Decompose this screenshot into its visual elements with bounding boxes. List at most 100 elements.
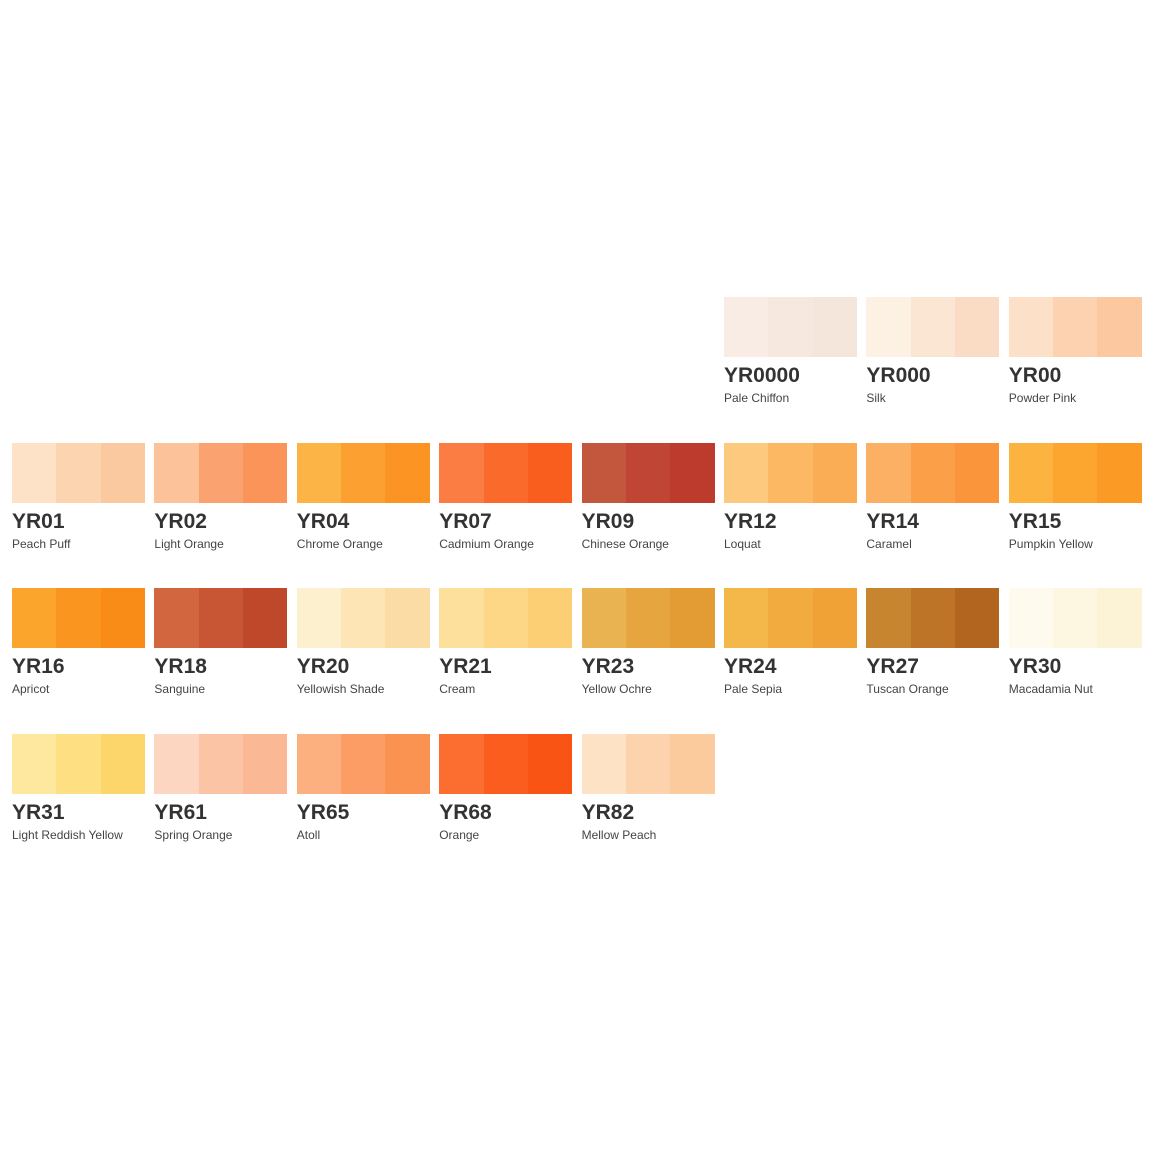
swatch: YR02 Light Orange xyxy=(154,442,288,552)
swatch: YR16 Apricot xyxy=(12,588,145,697)
swatch-code: YR18 xyxy=(154,655,207,679)
swatch: YR20 Yellowish Shade xyxy=(296,588,430,697)
chip-tone xyxy=(296,588,342,649)
chip-tone xyxy=(866,442,911,503)
color-chip xyxy=(439,442,573,503)
color-chip xyxy=(866,442,1000,503)
chip-tone xyxy=(12,588,57,649)
chip-tone xyxy=(625,733,671,794)
color-chip xyxy=(866,297,1000,357)
swatch-name: Silk xyxy=(866,391,886,405)
swatch-code: YR65 xyxy=(296,800,350,824)
chip-tone xyxy=(768,442,813,503)
swatch: YR12 Loquat xyxy=(724,442,857,552)
swatch: YR14 Caramel xyxy=(866,442,1000,552)
chip-tone xyxy=(670,733,715,794)
swatch-name: Pale Chiffon xyxy=(724,391,790,405)
chip-tone xyxy=(483,733,528,794)
swatch-name: Powder Pink xyxy=(1008,391,1077,405)
swatch-name: Spring Orange xyxy=(154,827,233,842)
chip-tone xyxy=(56,733,101,794)
swatch-name: Light Reddish Yellow xyxy=(12,827,123,842)
chip-tone xyxy=(56,442,101,503)
chip-tone xyxy=(812,588,857,649)
swatch: YR04 Chrome Orange xyxy=(296,442,430,552)
chip-tone xyxy=(1097,588,1142,649)
chip-tone xyxy=(100,588,145,649)
chip-tone xyxy=(296,442,342,503)
color-chip xyxy=(581,442,715,503)
swatch-name: Caramel xyxy=(866,536,912,551)
chip-tone xyxy=(100,442,145,503)
swatch-name: Pale Sepia xyxy=(724,682,783,697)
swatch: YR24 Pale Sepia xyxy=(724,588,857,697)
chip-tone xyxy=(385,442,430,503)
chip-tone xyxy=(1008,588,1054,649)
swatch-code: YR000 xyxy=(866,364,931,387)
swatch: YR0000 Pale Chiffon xyxy=(724,297,857,406)
color-chip xyxy=(439,733,573,794)
color-chip xyxy=(296,733,430,794)
chip-tone xyxy=(154,442,199,503)
swatch-name: Chrome Orange xyxy=(296,536,383,551)
swatch-code: YR07 xyxy=(439,509,492,533)
chip-tone xyxy=(910,442,956,503)
color-chip xyxy=(154,733,288,794)
swatch-code: YR27 xyxy=(866,655,919,679)
chip-tone xyxy=(1053,588,1098,649)
chip-tone xyxy=(527,733,573,794)
chip-tone xyxy=(581,733,626,794)
chip-tone xyxy=(198,733,244,794)
chip-tone xyxy=(625,588,671,649)
color-chip xyxy=(439,588,573,649)
swatch: YR00 Powder Pink xyxy=(1008,297,1142,406)
chip-tone xyxy=(243,733,288,794)
swatch-code: YR23 xyxy=(581,655,635,679)
color-chip xyxy=(12,442,145,503)
chip-tone xyxy=(100,733,145,794)
color-chip xyxy=(12,588,145,649)
color-chip xyxy=(724,588,857,649)
swatch-code: YR0000 xyxy=(724,364,800,387)
chip-tone xyxy=(243,588,288,649)
chip-tone xyxy=(724,588,769,649)
chip-tone xyxy=(341,588,386,649)
swatch: YR15 Pumpkin Yellow xyxy=(1008,442,1142,552)
chip-tone xyxy=(1053,442,1098,503)
color-chip xyxy=(724,297,857,357)
color-chip xyxy=(1008,297,1142,357)
swatch: YR23 Yellow Ochre xyxy=(581,588,715,697)
swatch-code: YR15 xyxy=(1008,509,1062,533)
swatch-code: YR30 xyxy=(1008,655,1062,679)
chip-tone xyxy=(296,733,342,794)
chip-tone xyxy=(812,297,857,357)
chip-tone xyxy=(198,442,244,503)
chip-tone xyxy=(768,588,813,649)
swatch-name: Peach Puff xyxy=(12,536,71,551)
chip-tone xyxy=(1097,442,1142,503)
swatch-name: Cream xyxy=(439,682,476,697)
swatch-code: YR14 xyxy=(866,509,919,533)
chip-tone xyxy=(910,588,956,649)
swatch-code: YR24 xyxy=(724,655,777,679)
chip-tone xyxy=(341,733,386,794)
color-chip xyxy=(581,588,715,649)
swatch: YR82 Mellow Peach xyxy=(581,733,715,843)
swatch-code: YR20 xyxy=(296,655,350,679)
swatch-code: YR82 xyxy=(581,800,635,824)
chip-tone xyxy=(483,588,528,649)
chip-tone xyxy=(1097,297,1142,357)
swatch-name: Yellow Ochre xyxy=(581,682,652,697)
swatch: YR07 Cadmium Orange xyxy=(439,442,573,552)
chip-tone xyxy=(910,297,956,357)
chip-tone xyxy=(12,442,57,503)
color-chip xyxy=(724,442,857,503)
swatch-name: Macadamia Nut xyxy=(1008,682,1093,697)
swatch-name: Cadmium Orange xyxy=(439,536,534,551)
swatch: YR30 Macadamia Nut xyxy=(1008,588,1142,697)
chip-tone xyxy=(154,588,199,649)
swatch-name: Tuscan Orange xyxy=(866,682,949,697)
chip-tone xyxy=(198,588,244,649)
chip-tone xyxy=(12,733,57,794)
chip-tone xyxy=(724,297,769,357)
